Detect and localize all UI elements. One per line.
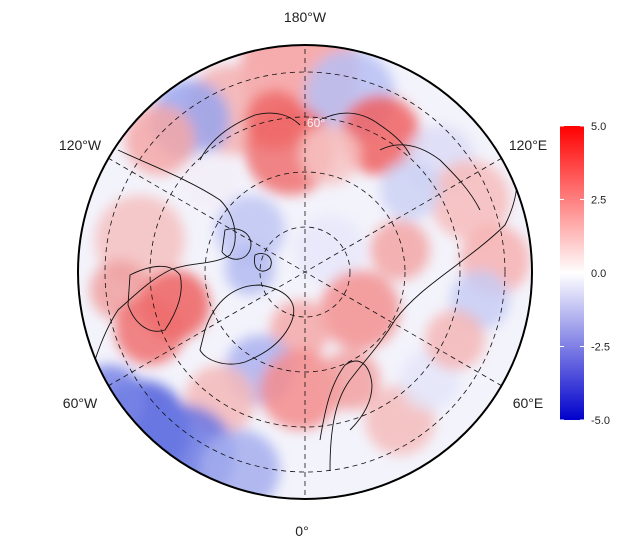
greenland-coastline xyxy=(199,284,295,365)
latitude-circle-80 xyxy=(259,226,351,318)
lon-label-top: 180°W xyxy=(284,9,327,25)
field-patch xyxy=(200,430,280,499)
field-patch xyxy=(430,160,510,240)
field-patch xyxy=(380,160,440,220)
colorbar-tick-label: 0.0 xyxy=(591,268,606,280)
lon-label-upper-left: 120°W xyxy=(59,137,102,153)
graticule xyxy=(104,45,506,499)
archipelago-coastline xyxy=(221,228,272,272)
field-patch xyxy=(270,300,330,360)
field-patch xyxy=(260,350,340,430)
alaska-coastline xyxy=(199,112,301,161)
meridian-120w-60e xyxy=(107,157,503,387)
lon-label-upper-right: 120°E xyxy=(509,137,547,153)
map-boundary xyxy=(77,44,533,500)
scandinavia-coastline xyxy=(319,360,373,441)
coastlines xyxy=(94,112,518,471)
lon-label-bottom: 0° xyxy=(295,523,308,539)
colorbar-tick-label: 2.5 xyxy=(591,195,606,207)
field-patch xyxy=(370,220,430,280)
colorbar-ticks: 5.0 2.5 0.0 -2.5 -5.0 xyxy=(560,121,610,427)
field-patch xyxy=(125,105,195,175)
colorbar-tick-label: 5.0 xyxy=(591,121,606,133)
north-america-coastline xyxy=(94,149,236,361)
lon-label-lower-right: 60°E xyxy=(513,395,544,411)
chukotka-coastline xyxy=(319,112,411,156)
eurasia-north-coastline xyxy=(329,164,518,471)
colorbar: 5.0 2.5 0.0 -2.5 -5.0 xyxy=(560,121,610,427)
field-patch xyxy=(180,150,240,210)
latitude-circle-70 xyxy=(204,171,406,373)
field-patch xyxy=(300,125,360,185)
lon-label-lower-left: 60°W xyxy=(63,395,98,411)
field-patch xyxy=(245,90,305,150)
colorbar-tick-label: -5.0 xyxy=(591,415,610,427)
colorbar-tick-label: -2.5 xyxy=(591,342,610,354)
field-patch xyxy=(215,195,285,265)
hudson-bay-coastline xyxy=(127,265,182,332)
field-patch xyxy=(425,310,485,370)
lat-label: 60° xyxy=(307,116,325,130)
field-patch xyxy=(320,270,400,350)
siberia-coastline xyxy=(379,144,481,211)
latitude-circle-50 xyxy=(104,71,506,473)
